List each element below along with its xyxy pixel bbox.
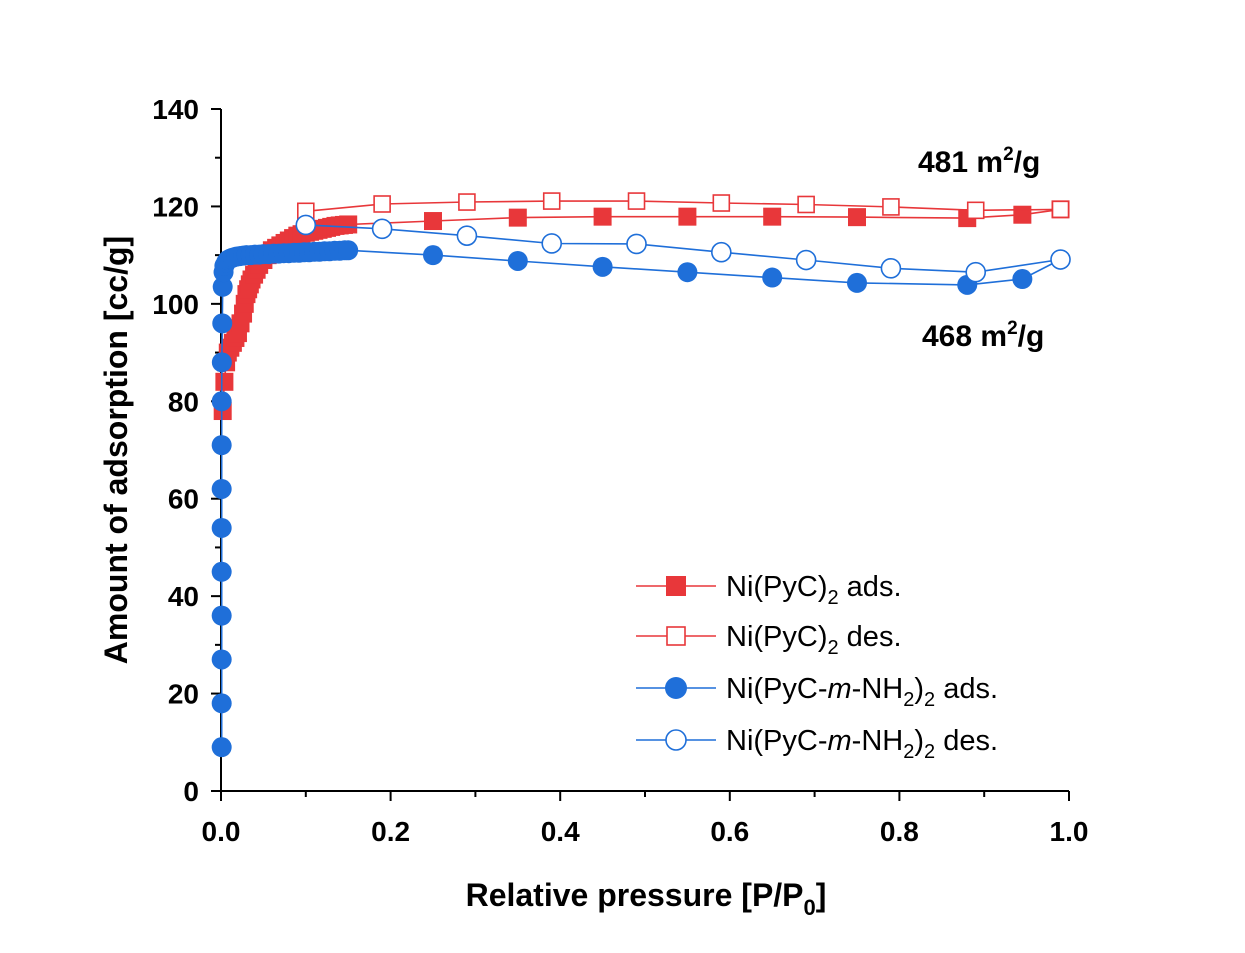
data-point — [338, 240, 359, 261]
data-point — [211, 435, 232, 456]
data-point — [882, 198, 900, 216]
y-tick-label: 20 — [168, 679, 199, 710]
legend: Ni(PyC)2 ads. Ni(PyC)2 des. Ni(PyC-m-NH2… — [636, 571, 998, 763]
data-point — [711, 241, 732, 263]
x-tick-label: 0.2 — [371, 816, 410, 847]
legend-item-ni-pyc-m-nh2-des: Ni(PyC-m-NH2)2 des. — [636, 725, 998, 763]
data-point — [541, 233, 563, 254]
x-tick-label: 0.4 — [541, 816, 580, 847]
series-2 — [211, 240, 1071, 758]
data-point — [966, 201, 985, 220]
svg-text:Ni(PyC)2 ads.: Ni(PyC)2 ads. — [726, 571, 902, 609]
legend-item-ni-pyc-des: Ni(PyC)2 des. — [636, 621, 902, 659]
y-tick-label: 80 — [168, 386, 199, 417]
legend-item-ni-pyc-m-nh2-ads: Ni(PyC-m-NH2)2 ads. — [636, 673, 998, 711]
data-point — [763, 207, 782, 226]
data-point — [1050, 249, 1071, 270]
data-point — [880, 257, 902, 279]
surface-area-annotation-2: 468 m2/g — [922, 318, 1044, 353]
data-point — [542, 192, 561, 210]
data-point — [211, 517, 232, 538]
data-point — [212, 276, 233, 297]
data-point — [212, 313, 233, 334]
y-tick-label: 140 — [152, 94, 199, 125]
series-line — [305, 224, 1061, 274]
data-point — [211, 649, 232, 670]
data-point — [215, 372, 234, 391]
data-point — [456, 225, 478, 246]
data-point — [211, 737, 232, 758]
data-point — [211, 693, 232, 714]
data-point — [627, 192, 646, 210]
data-point — [712, 194, 731, 212]
data-point — [458, 193, 476, 211]
x-tick-label: 0.6 — [710, 816, 749, 847]
data-point — [211, 352, 232, 373]
y-tick-label: 120 — [152, 191, 199, 222]
data-point — [795, 249, 817, 271]
data-point — [211, 478, 232, 499]
legend-item-ni-pyc-ads: Ni(PyC)2 ads. — [636, 571, 902, 609]
data-point — [677, 262, 698, 283]
surface-area-annotation-1: 481 m2/g — [918, 144, 1040, 179]
y-tick-label: 40 — [168, 581, 199, 612]
x-tick-label: 0.0 — [202, 816, 241, 847]
series-layer — [211, 192, 1071, 758]
data-point — [762, 267, 783, 288]
axes: 0.0 0.2 0.4 0.6 0.8 1.0 0 20 40 60 80 100 120 140 — [152, 94, 1088, 847]
data-point — [626, 233, 647, 255]
y-axis-title: Amount of adsorption [cc/g] — [98, 236, 134, 664]
data-point — [1013, 205, 1032, 224]
svg-text:Ni(PyC-m-NH2)2 ads.: Ni(PyC-m-NH2)2 ads. — [726, 673, 998, 711]
series-line — [305, 200, 1061, 213]
data-point — [373, 195, 391, 213]
x-axis-title: Relative pressure [P/P0] — [466, 877, 827, 920]
data-point — [797, 195, 815, 214]
data-point — [424, 212, 442, 231]
x-tick-label: 1.0 — [1050, 816, 1089, 847]
series-1 — [296, 192, 1070, 221]
series-0 — [213, 200, 1070, 421]
svg-text:Ni(PyC)2 des.: Ni(PyC)2 des. — [726, 621, 902, 659]
series-3 — [295, 214, 1071, 283]
data-point — [211, 391, 232, 412]
data-point — [965, 261, 987, 283]
svg-text:Ni(PyC-m-NH2)2 des.: Ni(PyC-m-NH2)2 des. — [726, 725, 998, 763]
data-point — [592, 256, 613, 277]
data-point — [1051, 200, 1070, 219]
x-tick-label: 0.8 — [880, 816, 919, 847]
data-point — [847, 272, 867, 293]
data-point — [295, 214, 317, 236]
data-point — [508, 208, 527, 227]
data-point — [423, 245, 443, 266]
y-tick-label: 100 — [152, 289, 199, 320]
data-point — [1012, 269, 1033, 290]
data-point — [507, 250, 528, 271]
y-tick-label: 60 — [168, 484, 199, 515]
data-point — [211, 605, 232, 626]
data-point — [339, 215, 358, 234]
data-point — [678, 207, 697, 226]
data-point — [593, 207, 612, 226]
y-tick-label: 0 — [183, 776, 199, 807]
data-point — [211, 561, 232, 582]
data-point — [371, 218, 393, 240]
data-point — [848, 208, 866, 227]
